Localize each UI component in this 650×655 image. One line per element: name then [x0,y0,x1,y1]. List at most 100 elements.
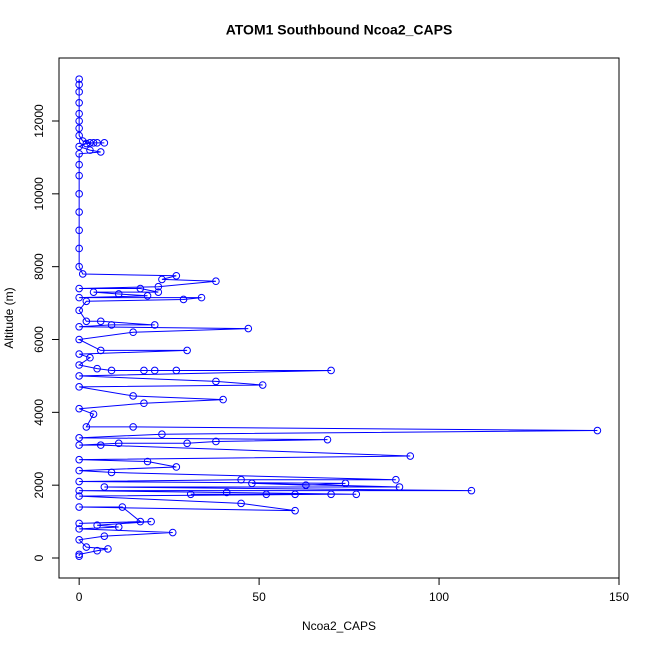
data-point [75,441,83,449]
data-point [183,346,191,355]
data-point [96,317,105,326]
data-point [89,139,98,147]
data-point [107,321,116,329]
data-point [75,519,83,528]
data-point [75,190,83,198]
data-point [168,528,177,537]
data-point [219,395,227,404]
data-point [158,430,166,438]
data-point [352,490,361,499]
data-point [86,146,94,154]
x-tick-label: 50 [252,590,266,604]
data-point [154,282,163,291]
data-point [136,517,145,526]
data-point [75,503,83,511]
data-point [237,475,245,484]
data-point [136,284,145,293]
data-point [172,271,181,280]
data-point [291,490,299,499]
data-point [212,277,220,286]
data-point [75,552,83,560]
data-point [96,148,105,156]
data-point [89,410,98,418]
y-tick-label: 0 [32,554,46,561]
data-point [86,139,94,147]
data-point [86,353,94,362]
data-point [154,288,163,296]
data-point [75,492,83,500]
data-point [172,463,181,471]
data-point [302,481,310,489]
y-axis-label: Altitude (m) [2,287,16,348]
data-point [75,293,83,302]
data-point [395,483,404,491]
data-point [212,377,220,386]
x-axis-label: Ncoa2_CAPS [302,619,376,633]
data-point [82,423,91,431]
y-tick-label: 4000 [32,399,46,426]
data-point [150,366,159,375]
data-point [75,149,83,158]
x-tick-label: 100 [429,590,449,604]
data-point [75,535,83,544]
data-point [75,160,83,169]
data-point [147,517,155,526]
data-point [75,372,83,380]
data-point [96,346,105,355]
data-point [75,434,83,442]
data-point [93,521,101,530]
data-point [129,392,137,400]
data-point [327,490,335,499]
data-point [222,488,231,497]
data-point [82,317,91,326]
data-point [75,244,83,253]
data-point [75,306,83,315]
data-point [179,295,188,304]
data-point [75,262,83,271]
data-point [129,423,137,431]
data-point [100,532,109,540]
data-point [327,366,335,375]
data-point [143,457,152,466]
data-point [75,75,83,83]
data-point [104,545,112,553]
data-point [114,439,123,448]
y-tick-label: 12000 [32,104,46,138]
data-point [107,468,116,477]
data-point [100,483,109,491]
data-line [77,79,598,557]
data-point [82,297,91,306]
data-point [93,364,101,373]
data-point [118,503,127,511]
data-point [406,452,415,460]
data-point [593,426,602,435]
data-point [244,324,253,333]
plot-box [58,57,620,579]
y-tick-label: 2000 [32,472,46,499]
data-point [143,292,152,300]
y-tick-label: 6000 [32,326,46,353]
data-point [114,290,123,298]
x-tick-label: 150 [609,590,629,604]
data-point [100,139,109,147]
y-tick-label: 10000 [32,177,46,211]
data-point [114,523,123,531]
data-point [258,381,267,389]
data-point [75,124,83,133]
data-point [75,383,83,391]
data-point [75,208,83,216]
data-point [96,441,105,449]
data-point [75,404,83,413]
data-point [75,131,83,140]
data-point [129,328,137,337]
data-point [75,525,83,533]
data-point [237,499,245,508]
data-point [291,506,299,515]
data-point [158,275,166,284]
data-point [107,366,116,375]
data-point [75,466,83,475]
data-point [75,88,83,96]
data-point [75,98,83,107]
data-point [183,439,191,448]
data-point [212,437,220,446]
